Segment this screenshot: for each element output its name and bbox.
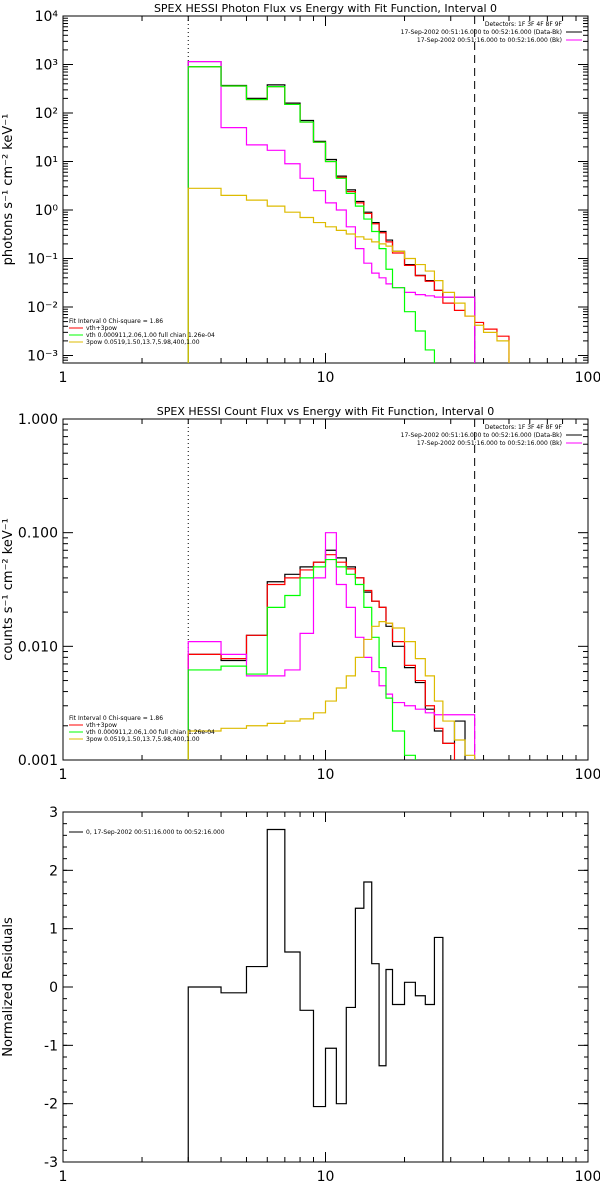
series-bk bbox=[187, 60, 476, 363]
y-tick-label: -1 bbox=[44, 1038, 58, 1054]
series-residuals bbox=[187, 828, 444, 1162]
series-3pow bbox=[187, 187, 510, 363]
y-axis-label-1: counts s⁻¹ cm⁻² keV⁻¹ bbox=[1, 518, 16, 661]
x-tick-label: 10 bbox=[317, 370, 335, 386]
series-data-bk bbox=[187, 60, 476, 363]
y-tick-label: -2 bbox=[44, 1097, 58, 1113]
y-tick-label: 0.010 bbox=[18, 639, 58, 655]
y-tick-label: 10⁻¹ bbox=[27, 251, 58, 267]
y-tick-label: 0 bbox=[49, 980, 58, 996]
x-tick-label: 1 bbox=[59, 767, 68, 783]
legend-entry: 0, 17-Sep-2002 00:51:16.000 to 00:52:16.… bbox=[86, 829, 225, 836]
series-vth-3pow bbox=[187, 66, 510, 363]
x-tick-label: 100 bbox=[575, 767, 600, 783]
legend-entry: 3pow 0.0519,1.50,13.7,5.98,400,1.00 bbox=[86, 736, 200, 743]
x-tick-label: 10 bbox=[317, 1169, 335, 1185]
y-tick-label: 10⁻² bbox=[27, 300, 58, 316]
chart-title-1: SPEX HESSI Count Flux vs Energy with Fit… bbox=[157, 405, 494, 418]
info-line: 17-Sep-2002 00:51:16.000 to 00:52:16.000… bbox=[401, 29, 562, 36]
y-tick-label: 1 bbox=[49, 922, 58, 938]
legend-entry: Fit Interval 0 Chi-square = 1.86 bbox=[69, 715, 163, 722]
y-tick-label: 10² bbox=[35, 106, 58, 122]
info-line: 17-Sep-2002 00:51:16.000 to 00:52:16.000… bbox=[417, 440, 562, 447]
y-tick-label: 1.000 bbox=[18, 412, 58, 428]
legend-entry: Fit Interval 0 Chi-square = 1.86 bbox=[69, 318, 163, 325]
info-line: 17-Sep-2002 00:51:16.000 to 00:52:16.000… bbox=[401, 432, 562, 439]
x-tick-label: 1 bbox=[59, 1169, 68, 1185]
series-vth-3pow bbox=[187, 554, 456, 760]
x-tick-label: 10 bbox=[317, 767, 335, 783]
series-vth bbox=[187, 558, 416, 760]
y-tick-label: 10⁴ bbox=[35, 9, 59, 25]
y-tick-label: 3 bbox=[49, 805, 58, 821]
series-bk bbox=[187, 532, 476, 760]
legend-entry: vth+3pow bbox=[86, 722, 117, 729]
info-line: 17-Sep-2002 00:51:16.000 to 00:52:16.000… bbox=[417, 37, 562, 44]
y-tick-label: 0.001 bbox=[18, 753, 58, 769]
legend-entry: 3pow 0.0519,1.50,13.7,5.98,400,1.00 bbox=[86, 339, 200, 346]
y-tick-label: 2 bbox=[49, 863, 58, 879]
plot-frame-0 bbox=[62, 15, 589, 364]
series-3pow bbox=[187, 621, 476, 760]
y-tick-label: 10³ bbox=[35, 57, 58, 73]
y-tick-label: -3 bbox=[44, 1155, 58, 1171]
chart-title-0: SPEX HESSI Photon Flux vs Energy with Fi… bbox=[154, 2, 497, 15]
x-tick-label: 100 bbox=[575, 1169, 600, 1185]
series-vth bbox=[187, 66, 436, 363]
y-tick-label: 10⁰ bbox=[35, 203, 59, 219]
info-line: Detectors: 1F 3F 4F 8F 9F bbox=[485, 21, 563, 28]
y-tick-label: 10⁻³ bbox=[27, 348, 58, 364]
plot-frame-2 bbox=[62, 811, 589, 1163]
y-axis-label-0: photons s⁻¹ cm⁻² keV⁻¹ bbox=[1, 114, 16, 266]
y-tick-label: 0.100 bbox=[18, 526, 58, 542]
info-line: Detectors: 1F 3F 4F 8F 9F bbox=[485, 424, 563, 431]
y-axis-label-2: Normalized Residuals bbox=[1, 917, 16, 1057]
legend-entry: vth 0.000911,2.06,1.00 full chian 1.26e-… bbox=[86, 332, 215, 339]
legend-entry: vth+3pow bbox=[86, 325, 117, 332]
x-tick-label: 100 bbox=[575, 370, 600, 386]
legend-entry: vth 0.000911,2.06,1.00 full chian 1.26e-… bbox=[86, 729, 215, 736]
x-tick-label: 1 bbox=[59, 370, 68, 386]
y-tick-label: 10¹ bbox=[35, 154, 58, 170]
